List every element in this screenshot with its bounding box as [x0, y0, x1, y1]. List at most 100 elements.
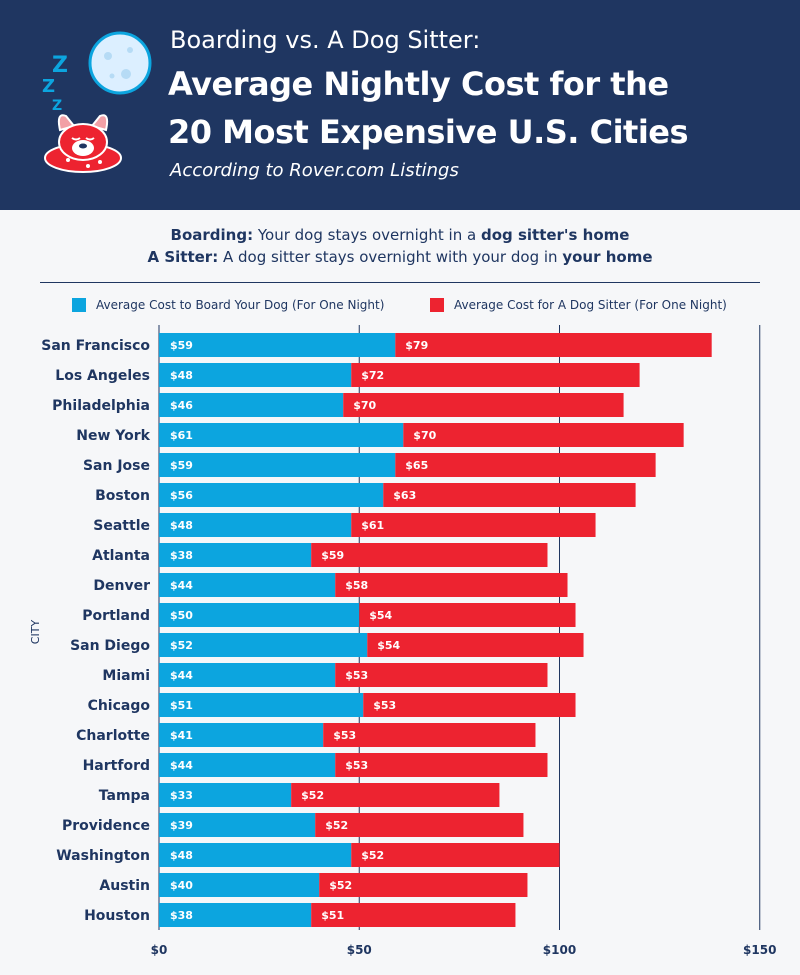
title-line-1: Average Nightly Cost for the	[168, 65, 669, 103]
sitter-term: A Sitter:	[147, 248, 219, 266]
legend-label-sitter: Average Cost for A Dog Sitter (For One N…	[454, 298, 727, 312]
title-line-2: 20 Most Expensive U.S. Cities	[168, 113, 689, 151]
bar-sitter	[351, 513, 596, 537]
x-tick-label: $0	[151, 943, 168, 957]
legend-swatch-boarding	[72, 298, 86, 312]
category-label: Tampa	[99, 788, 150, 804]
data-label-sitter: $79	[405, 339, 428, 352]
category-label: Philadelphia	[52, 398, 150, 414]
bar-sitter	[323, 723, 536, 747]
bar-boarding	[159, 423, 404, 447]
data-label-sitter: $51	[321, 909, 344, 922]
category-label: Chicago	[88, 698, 151, 714]
data-label-sitter: $70	[413, 429, 436, 442]
legend-item-boarding: Average Cost to Board Your Dog (For One …	[72, 298, 384, 312]
bar-sitter	[383, 483, 636, 507]
legend-item-sitter: Average Cost for A Dog Sitter (For One N…	[430, 298, 727, 312]
data-label-boarding: $38	[170, 549, 193, 562]
data-label-boarding: $59	[170, 339, 193, 352]
bar-boarding	[159, 543, 312, 567]
bar-boarding	[159, 723, 324, 747]
boarding-term: Boarding:	[170, 226, 254, 244]
bar-boarding	[159, 333, 396, 357]
bar-boarding	[159, 783, 292, 807]
data-label-sitter: $54	[369, 609, 392, 622]
category-label: Atlanta	[92, 548, 150, 564]
boarding-place: dog sitter's home	[480, 226, 630, 244]
header: Z Z Z Boarding vs. A Dog Sitter: Average…	[0, 0, 800, 210]
data-label-boarding: $59	[170, 459, 193, 472]
bar-boarding	[159, 363, 352, 387]
bar-sitter	[311, 903, 516, 927]
bar-sitter	[395, 333, 712, 357]
data-label-sitter: $52	[329, 879, 352, 892]
data-label-boarding: $61	[170, 429, 193, 442]
data-label-sitter: $53	[333, 729, 356, 742]
category-label: Providence	[62, 818, 150, 834]
bar-boarding	[159, 453, 396, 477]
bar-sitter	[395, 453, 656, 477]
data-label-sitter: $52	[301, 789, 324, 802]
stacked-bar-chart: $59 $79 San Francisco $48 $72 Los Angeles $46 $…	[29, 325, 776, 957]
data-label-boarding: $33	[170, 789, 193, 802]
svg-text:Z: Z	[52, 53, 68, 78]
data-label-sitter: $72	[361, 369, 384, 382]
bar-sitter	[335, 663, 548, 687]
bar-sitter	[319, 873, 528, 897]
bar-boarding	[159, 573, 336, 597]
boarding-definition: Boarding: Your dog stays overnight in a …	[0, 224, 800, 246]
data-label-boarding: $41	[170, 729, 193, 742]
category-label: Austin	[99, 878, 150, 894]
data-label-boarding: $48	[170, 369, 193, 382]
bar-sitter	[291, 783, 500, 807]
svg-text:Z: Z	[42, 76, 55, 97]
bar-boarding	[159, 903, 312, 927]
category-label: Denver	[93, 578, 150, 594]
bar-sitter	[335, 573, 568, 597]
bar-boarding	[159, 813, 316, 837]
data-label-boarding: $46	[170, 399, 193, 412]
data-label-boarding: $48	[170, 849, 193, 862]
legend-label-boarding: Average Cost to Board Your Dog (For One …	[96, 298, 385, 312]
data-label-sitter: $53	[373, 699, 396, 712]
x-tick-label: $100	[543, 943, 576, 957]
bar-sitter	[351, 363, 640, 387]
data-label-sitter: $54	[377, 639, 400, 652]
category-label: San Diego	[70, 638, 150, 654]
definitions: Boarding: Your dog stays overnight in a …	[0, 224, 800, 268]
data-label-boarding: $48	[170, 519, 193, 532]
data-label-sitter: $70	[353, 399, 376, 412]
data-label-boarding: $52	[170, 639, 193, 652]
x-tick-label: $50	[347, 943, 372, 957]
header-subtitle: Boarding vs. A Dog Sitter:	[170, 26, 481, 54]
data-label-sitter: $53	[345, 759, 368, 772]
data-label-sitter: $58	[345, 579, 368, 592]
category-label: San Jose	[83, 458, 150, 474]
bar-boarding	[159, 663, 336, 687]
data-label-sitter: $52	[325, 819, 348, 832]
bar-sitter	[315, 813, 524, 837]
data-label-boarding: $40	[170, 879, 193, 892]
sitter-place: your home	[562, 248, 653, 266]
bar-sitter	[367, 633, 584, 657]
sitter-text: A dog sitter stays overnight with your d…	[222, 248, 558, 266]
data-label-sitter: $59	[321, 549, 344, 562]
category-label: New York	[76, 428, 150, 444]
boarding-text: Your dog stays overnight in a	[257, 226, 477, 244]
legend-swatch-sitter	[430, 298, 444, 312]
source-note: According to Rover.com Listings	[170, 160, 459, 181]
svg-text:Z: Z	[52, 98, 62, 114]
bar-boarding	[159, 753, 336, 777]
category-label: Los Angeles	[55, 368, 150, 384]
data-label-sitter: $63	[393, 489, 416, 502]
page-title: Average Nightly Cost for the 20 Most Exp…	[168, 60, 788, 156]
category-label: Charlotte	[76, 728, 150, 744]
data-label-boarding: $51	[170, 699, 193, 712]
divider	[40, 282, 760, 283]
data-label-boarding: $50	[170, 609, 193, 622]
bar-boarding	[159, 843, 352, 867]
category-label: Miami	[102, 668, 150, 684]
sleeping-dog-moon-icon: Z Z Z	[42, 31, 152, 173]
data-label-boarding: $39	[170, 819, 193, 832]
bar-sitter	[311, 543, 548, 567]
